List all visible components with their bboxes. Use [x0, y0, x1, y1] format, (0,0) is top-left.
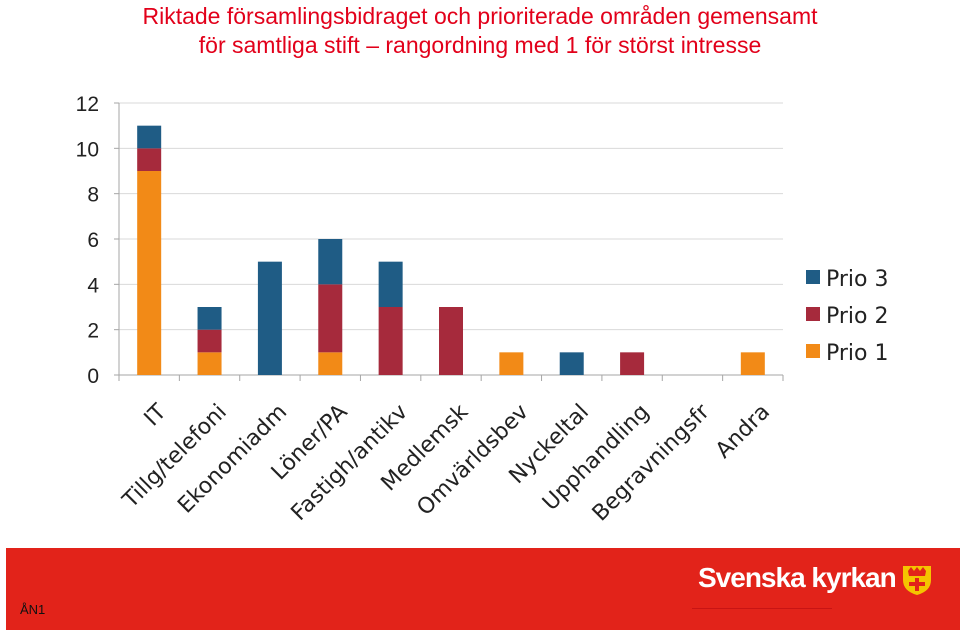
- y-tick-label: 12: [76, 93, 99, 116]
- legend-label-prio1: Prio 1: [826, 341, 889, 366]
- x-category-label: IT: [140, 399, 172, 431]
- bar-prio2-medlemsk: [439, 307, 463, 375]
- bar-prio2-tillg-telefoni: [197, 329, 222, 353]
- brand-logo-text: Svenska kyrkan: [698, 562, 897, 593]
- title-line-1: Riktade församlingsbidraget och priorite…: [142, 3, 818, 29]
- bar-prio2-upphandling: [620, 352, 645, 375]
- y-tick-label: 6: [87, 229, 99, 252]
- title-line-2: för samtliga stift – rangordning med 1 f…: [198, 32, 762, 58]
- x-category-label: Upphandling: [538, 400, 654, 516]
- bar-prio3-it: [137, 125, 162, 149]
- stacked-bar-chart: 024681012ITTillg/telefoniEkonomiadmLöner…: [76, 93, 889, 526]
- bar-prio2-it: [137, 148, 162, 171]
- bar-prio1-tillg-telefoni: [197, 352, 222, 375]
- x-category-label: Andra: [711, 400, 775, 464]
- slide-title: Riktade församlingsbidraget och priorite…: [0, 0, 960, 60]
- y-tick-label: 4: [87, 274, 99, 297]
- x-category-label: Tillg/telefoni: [118, 400, 232, 514]
- legend-swatch-prio1: [806, 344, 820, 358]
- bar-prio3-tillg-telefoni: [197, 307, 222, 330]
- y-tick-label: 8: [87, 184, 99, 207]
- bar-prio1-löner-pa: [318, 352, 343, 375]
- legend-label-prio2: Prio 2: [826, 304, 889, 329]
- bar-prio3-löner-pa: [318, 239, 343, 285]
- legend-swatch-prio2: [806, 307, 820, 321]
- brand-underline: [692, 608, 832, 609]
- bar-prio3-nyckeltal: [559, 352, 584, 375]
- legend-label-prio3: Prio 3: [826, 267, 889, 292]
- bar-prio1-it: [137, 171, 162, 375]
- y-tick-label: 10: [76, 138, 99, 161]
- slide-code: ÅN1: [20, 602, 46, 617]
- bar-prio1-omvärldsbev: [499, 352, 524, 375]
- footer-band: ÅN1 Svenska kyrkan: [6, 548, 960, 630]
- bar-prio3-fastigh-antikv: [378, 261, 403, 307]
- bar-prio2-löner-pa: [318, 284, 343, 353]
- bar-prio3-ekonomiadm: [257, 261, 282, 375]
- y-tick-label: 2: [87, 320, 99, 343]
- legend-swatch-prio3: [806, 270, 820, 284]
- y-tick-label: 0: [87, 365, 99, 388]
- bar-prio1-andra: [740, 352, 765, 375]
- church-crown-emblem-icon: [903, 566, 931, 595]
- bar-prio2-fastigh-antikv: [378, 307, 403, 375]
